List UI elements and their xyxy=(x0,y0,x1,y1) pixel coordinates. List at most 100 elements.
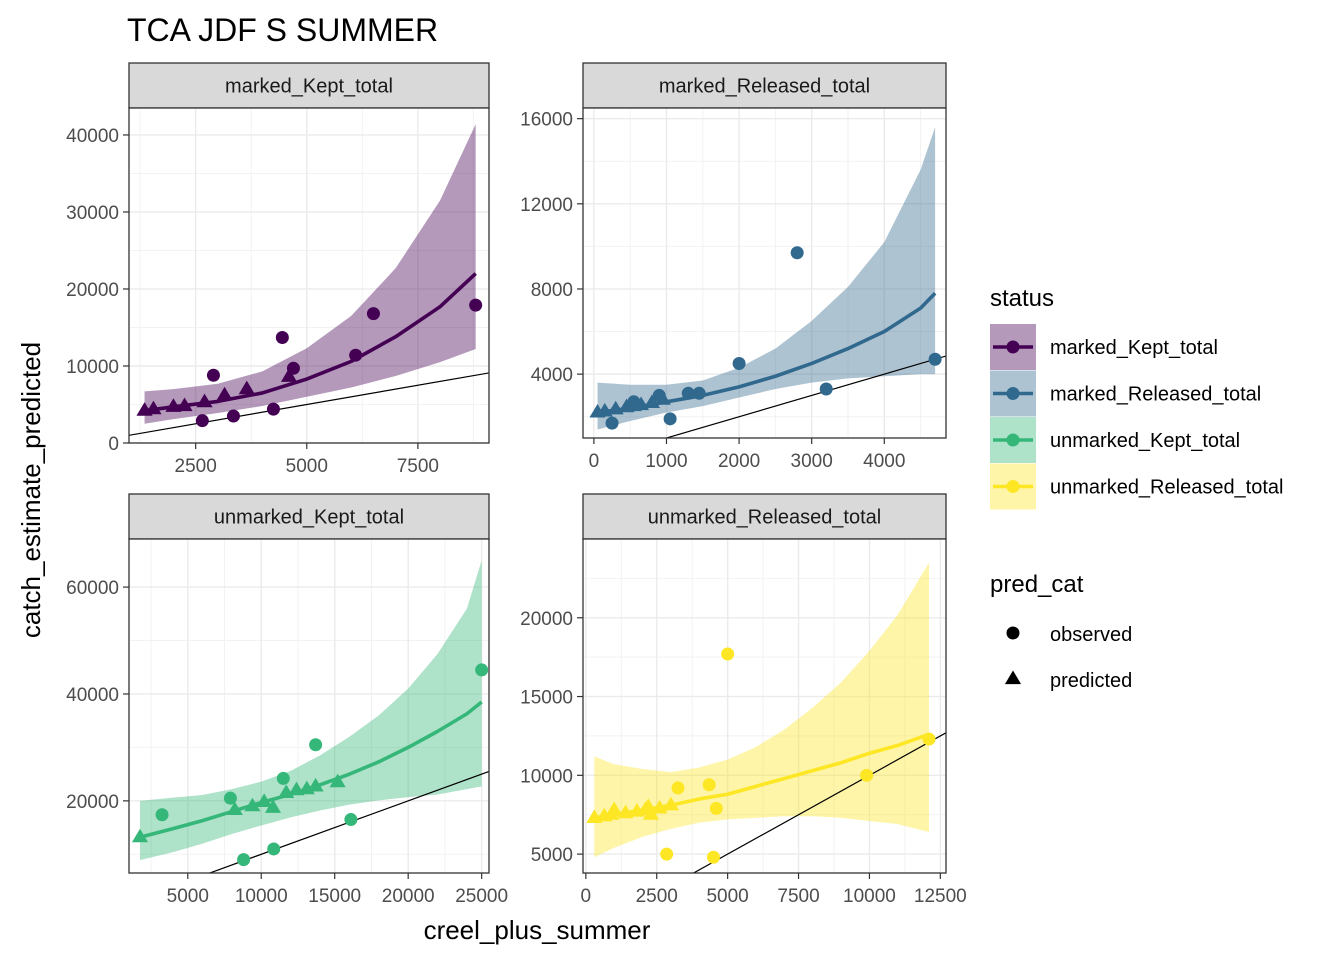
y-tick-label: 60000 xyxy=(66,578,119,599)
predicted-point xyxy=(329,773,346,788)
x-tick-label: 0 xyxy=(581,886,592,907)
panel-marks xyxy=(131,560,489,873)
panel-background xyxy=(129,108,489,443)
observed-point xyxy=(267,842,281,856)
panel-background xyxy=(583,108,946,438)
predicted-point xyxy=(244,797,261,812)
observed-point xyxy=(276,771,290,785)
observed-point xyxy=(652,388,666,402)
panel-border xyxy=(128,538,490,874)
confidence-band xyxy=(144,124,476,424)
predicted-point xyxy=(145,400,162,415)
x-tick-label: 25000 xyxy=(455,886,508,907)
x-tick-label: 5000 xyxy=(167,886,209,907)
observed-point xyxy=(732,356,746,370)
chart-title: TCA JDF S SUMMER xyxy=(127,12,438,48)
legend-item-unmarked-released-total: unmarked_Released_total xyxy=(990,463,1284,510)
facet-marked-released-total: marked_Released_total 0 1000 2000 3000 4000 40… xyxy=(520,62,947,472)
facet-strip xyxy=(128,62,490,109)
panel-border xyxy=(582,107,947,439)
observed-point xyxy=(706,850,720,864)
predicted-point xyxy=(238,380,255,395)
x-tick-label: 5000 xyxy=(706,886,748,907)
predicted-point xyxy=(176,397,193,412)
facet-marked-kept-total: marked_Kept_total 2500 5000 7500 0 10000 20000… xyxy=(66,62,490,477)
panel-marks xyxy=(586,562,946,873)
observed-point xyxy=(155,808,169,822)
y-tick-label: 8000 xyxy=(531,280,573,301)
observed-point xyxy=(709,801,723,815)
legend-label: marked_Released_total xyxy=(1050,384,1261,406)
panel-background xyxy=(129,539,489,873)
observed-point xyxy=(605,416,619,430)
legend-title: pred_cat xyxy=(990,571,1084,598)
legend-label: unmarked_Released_total xyxy=(1050,477,1284,499)
x-tick-label: 2500 xyxy=(636,886,678,907)
legend-item-observed: observed xyxy=(1006,624,1132,646)
legend: status marked_Kept_total marked_Released_t… xyxy=(990,285,1284,692)
observed-point xyxy=(819,382,833,396)
facet-strip-label: unmarked_Released_total xyxy=(648,507,882,529)
panel-grid xyxy=(129,108,489,443)
x-tick-label: 10000 xyxy=(235,886,288,907)
predicted-point xyxy=(196,393,213,408)
observed-point xyxy=(681,386,695,400)
y-tick-label: 5000 xyxy=(531,845,573,866)
fit-line xyxy=(139,700,483,839)
confidence-band xyxy=(597,127,936,430)
observed-point xyxy=(475,663,489,677)
legend-key-triangle xyxy=(1004,670,1022,685)
y-tick-label: 0 xyxy=(108,434,119,455)
panel-marks xyxy=(129,124,489,436)
y-tick-label: 30000 xyxy=(66,203,119,224)
predicted-point xyxy=(264,799,282,813)
observed-point xyxy=(860,768,874,782)
observed-point xyxy=(223,791,237,805)
x-tick-label: 4000 xyxy=(863,451,905,472)
legend-item-marked-released-total: marked_Released_total xyxy=(990,370,1261,417)
legend-label: predicted xyxy=(1050,670,1132,692)
facet-strip xyxy=(582,493,947,540)
x-tick-label: 10000 xyxy=(843,886,896,907)
x-tick-label: 15000 xyxy=(308,886,361,907)
panel-border xyxy=(582,538,947,874)
x-tick-label: 3000 xyxy=(791,451,833,472)
observed-point xyxy=(692,386,706,400)
predicted-point xyxy=(617,804,634,819)
observed-point xyxy=(366,307,380,321)
predicted-point xyxy=(642,806,660,820)
x-tick-label: 2000 xyxy=(718,451,760,472)
predicted-point xyxy=(307,777,324,792)
y-tick-label: 20000 xyxy=(520,609,573,630)
y-tick-label: 40000 xyxy=(66,126,119,147)
legend-item-marked-kept-total: marked_Kept_total xyxy=(990,324,1218,370)
y-tick-label: 10000 xyxy=(520,766,573,787)
predicted-point xyxy=(280,368,298,382)
x-tick-label: 2500 xyxy=(175,456,217,477)
observed-point xyxy=(195,414,209,428)
y-tick-label: 15000 xyxy=(520,688,573,709)
observed-point xyxy=(309,738,323,752)
legend-item-predicted: predicted xyxy=(1004,670,1132,692)
facet-strip-label: unmarked_Kept_total xyxy=(214,507,404,529)
observed-point xyxy=(790,246,804,260)
legend-key-point xyxy=(1006,387,1020,400)
y-tick-label: 4000 xyxy=(531,365,573,386)
observed-point xyxy=(349,348,363,362)
panel-background xyxy=(583,539,946,873)
observed-point xyxy=(660,847,674,861)
observed-point xyxy=(663,412,677,426)
facet-unmarked-kept-total: unmarked_Kept_total 5000 10000 15000 20000 25… xyxy=(66,493,508,907)
x-tick-label: 5000 xyxy=(286,456,328,477)
observed-point xyxy=(286,361,300,375)
y-tick-label: 20000 xyxy=(66,280,119,301)
legend-status: status marked_Kept_total marked_Released_t… xyxy=(990,285,1284,510)
observed-point xyxy=(266,402,280,416)
legend-pred-cat: pred_cat observed predicted xyxy=(990,571,1132,692)
y-tick-label: 12000 xyxy=(520,195,573,216)
y-tick-label: 16000 xyxy=(520,110,573,131)
observed-point xyxy=(226,409,240,423)
panel-grid xyxy=(129,539,489,873)
y-axis-title: catch_estimate_predicted xyxy=(16,342,46,638)
observed-point xyxy=(275,330,289,344)
